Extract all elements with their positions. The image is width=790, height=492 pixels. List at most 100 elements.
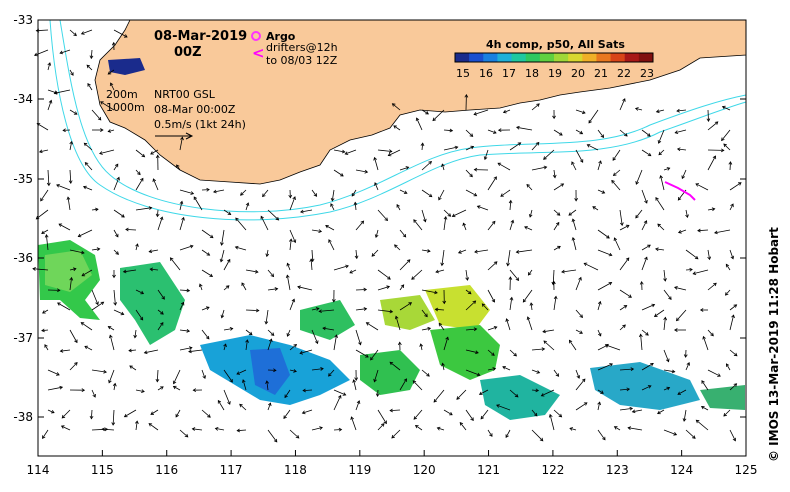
current-vector <box>663 349 669 362</box>
current-vector-head <box>245 202 250 206</box>
current-vector-head <box>473 167 478 172</box>
current-vector-head <box>411 276 415 280</box>
sst-patch-west-light <box>45 250 92 292</box>
current-vector <box>685 249 699 260</box>
current-vector <box>267 429 278 443</box>
current-vector <box>239 404 247 411</box>
current-vector-head <box>408 302 413 306</box>
current-vector-head <box>342 392 347 396</box>
vector-scale-label: 0.5m/s (1kt 24h) <box>154 118 246 131</box>
current-vector <box>179 429 189 438</box>
current-vector <box>377 309 393 313</box>
current-vector-head <box>555 373 560 377</box>
current-vector <box>108 326 115 331</box>
current-vector <box>487 221 496 231</box>
current-vector-head <box>56 372 60 376</box>
current-vector <box>531 348 545 351</box>
current-vector-head <box>682 418 687 422</box>
current-vector <box>333 429 342 431</box>
current-vector <box>223 259 231 271</box>
current-vector <box>56 184 71 191</box>
current-vector <box>157 322 164 331</box>
current-vector-head <box>121 214 125 218</box>
current-vector <box>395 316 401 331</box>
current-vector <box>289 299 295 311</box>
current-vector-head <box>624 133 628 137</box>
current-vector-head <box>58 223 63 227</box>
current-vector-head <box>397 341 402 346</box>
current-vector <box>135 389 145 392</box>
colorbar-tick-label: 16 <box>479 67 493 80</box>
current-vector <box>443 409 453 416</box>
current-vector <box>487 129 497 134</box>
current-vector <box>443 146 458 151</box>
current-vector <box>110 82 115 91</box>
current-vector <box>150 268 159 271</box>
current-vector-head <box>206 252 211 256</box>
current-vector-head <box>81 272 86 277</box>
current-vector <box>575 369 580 379</box>
current-vector <box>575 129 583 135</box>
current-vector-head <box>472 300 477 305</box>
current-vector-head <box>72 267 77 272</box>
current-vector <box>311 427 323 431</box>
current-vector-head <box>510 219 515 224</box>
x-tick-label: 115 <box>91 463 114 477</box>
current-vector <box>179 347 192 351</box>
current-vector-head <box>442 300 447 305</box>
current-vector-head <box>470 145 475 150</box>
current-vector <box>516 249 533 253</box>
current-vector <box>39 149 49 153</box>
current-vector-head <box>225 285 230 289</box>
current-vector <box>542 329 555 333</box>
current-vector-head <box>74 339 78 344</box>
current-vector-head <box>188 349 192 354</box>
current-vector <box>91 248 100 251</box>
current-vector <box>69 69 74 76</box>
current-vector <box>487 429 493 437</box>
current-vector-head <box>116 176 120 181</box>
current-vector-head <box>543 156 547 160</box>
current-vector-head <box>451 213 456 218</box>
current-vector-head <box>702 335 706 340</box>
current-vector-head <box>108 379 112 384</box>
current-vector-head <box>644 256 648 261</box>
current-vector-head <box>526 316 531 321</box>
current-vector <box>479 389 489 395</box>
current-vector-head <box>74 362 78 366</box>
current-vector-head <box>424 313 428 318</box>
current-vector <box>421 143 424 151</box>
current-vector <box>345 149 357 155</box>
current-vector-head <box>62 128 66 133</box>
current-vector-head <box>535 388 540 393</box>
colorbar-tick-label: 17 <box>502 67 516 80</box>
current-vector <box>217 400 225 411</box>
current-vector <box>267 402 271 411</box>
colorbar-segment <box>525 53 541 62</box>
current-vector <box>355 329 361 345</box>
current-vector-head <box>500 193 504 197</box>
current-vector-head <box>683 354 688 358</box>
current-vector <box>421 369 430 377</box>
current-vector-head <box>227 211 232 216</box>
current-vector <box>311 249 314 262</box>
current-vector <box>113 229 119 237</box>
current-vector-head <box>699 308 704 312</box>
colorbar-segment <box>638 53 654 62</box>
current-vector-head <box>717 373 721 377</box>
current-vector <box>353 379 357 391</box>
current-vector <box>509 297 513 311</box>
current-vector-head <box>465 277 470 281</box>
current-vector-head <box>148 206 153 210</box>
current-vector-head <box>393 125 397 129</box>
current-vector-head <box>677 230 682 234</box>
current-vector <box>366 322 379 331</box>
current-vector-head <box>133 334 138 339</box>
current-vector-head <box>505 434 509 438</box>
current-vector-head <box>207 414 211 418</box>
current-vector <box>245 329 253 336</box>
current-vector <box>245 309 259 311</box>
current-vector-head <box>139 316 144 321</box>
x-axis: 114 115 116 117 118 119 120 121 122 123 124 125 <box>27 450 757 477</box>
current-vector-head <box>725 263 730 268</box>
